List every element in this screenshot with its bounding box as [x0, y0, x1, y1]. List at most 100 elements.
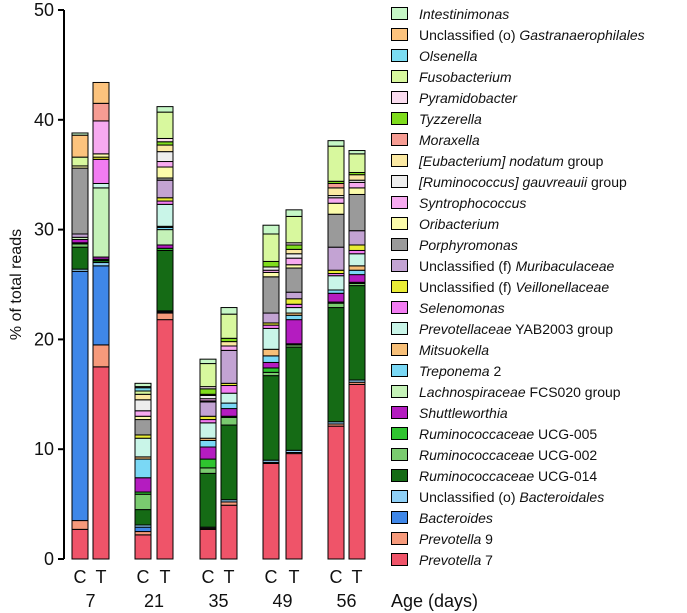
bar-segment [262, 327, 280, 350]
x-group-label: C [202, 567, 215, 587]
x-group-label: C [265, 567, 278, 587]
legend-label: Unclassified (o) Gastranaerophilales [419, 26, 645, 43]
legend-label: [Ruminococcus] gauvreauii group [419, 173, 627, 190]
legend-swatch [391, 553, 408, 566]
x-group-label: T [352, 567, 363, 587]
legend: Intestinimonas Unclassified (o) Gastranae… [391, 3, 645, 570]
legend-item: Unclassified (f) Veillonellaceae [391, 276, 645, 297]
bar-segment [220, 349, 238, 384]
legend-item: Syntrophococcus [391, 192, 645, 213]
x-group-label: C [330, 567, 343, 587]
bar-segment [71, 246, 89, 270]
legend-item: Intestinimonas [391, 3, 645, 24]
legend-item: Ruminococcaceae UCG-014 [391, 465, 645, 486]
x-age-label: 21 [144, 591, 164, 611]
y-tick-label: 40 [34, 110, 54, 130]
legend-item: [Eubacterium] nodatum group [391, 150, 645, 171]
bar-segment [220, 416, 238, 426]
legend-label: Ruminococcaceae UCG-002 [419, 446, 598, 463]
bar-segment [262, 348, 280, 357]
legend-swatch [391, 217, 408, 230]
y-tick-label: 10 [34, 439, 54, 459]
bar-segment [199, 401, 217, 417]
bar-segment [199, 422, 217, 439]
bar-segment [199, 388, 217, 395]
y-tick-label: 0 [44, 549, 54, 569]
bar-segment [348, 383, 366, 560]
bar-segment [285, 248, 303, 255]
legend-label: Intestinimonas [419, 5, 510, 22]
x-group-label: T [224, 567, 235, 587]
bar-segment [134, 419, 152, 436]
legend-label: Mitsuokella [419, 341, 490, 358]
bar-segment [71, 156, 89, 167]
bar-segment [348, 150, 366, 155]
legend-label: Prevotella 9 [419, 530, 493, 547]
bar-segment [348, 244, 366, 251]
bar-segment [134, 526, 152, 533]
bar-segment [327, 182, 345, 189]
bar-segment [327, 202, 345, 215]
y-tick-label: 30 [34, 220, 54, 240]
legend-swatch [391, 301, 408, 314]
legend-swatch [391, 469, 408, 482]
legend-swatch [391, 154, 408, 167]
bar-segment [348, 253, 366, 267]
bar-segment [71, 528, 89, 560]
legend-label: Fusobacterium [419, 68, 512, 85]
legend-label: Ruminococcaceae UCG-005 [419, 425, 598, 442]
bar-segment [285, 298, 303, 305]
bar-segment [348, 187, 366, 195]
bar-segment [71, 134, 89, 158]
bar-segment [327, 292, 345, 303]
bar-segment [92, 81, 110, 104]
bar-segment [262, 462, 280, 560]
legend-item: Fusobacterium [391, 66, 645, 87]
legend-label: Oribacterium [419, 215, 500, 232]
legend-label: Prevotella 7 [419, 551, 493, 568]
bar-segment [134, 393, 152, 401]
bar-segment [285, 215, 303, 244]
bar-segment [156, 111, 174, 139]
legend-label: Treponema 2 [419, 362, 502, 379]
legend-swatch [391, 259, 408, 272]
bar-segment [220, 408, 238, 417]
bar-segment [156, 161, 174, 168]
bar-segment [199, 458, 217, 469]
y-tick-label: 20 [34, 329, 54, 349]
x-group-label: C [137, 567, 150, 587]
bar-segment [327, 197, 345, 204]
bar-segment [92, 344, 110, 368]
bar-segment [134, 493, 152, 511]
bar-segment [134, 382, 152, 388]
bar-segment [220, 402, 238, 410]
legend-item: Treponema 2 [391, 360, 645, 381]
bar-segment [348, 193, 366, 232]
bar-segment [92, 120, 110, 155]
bar-segment [285, 257, 303, 266]
legend-swatch [391, 70, 408, 83]
bar-segment [220, 313, 238, 339]
x-group-label: T [96, 567, 107, 587]
bar-segment [134, 534, 152, 560]
bar-segment [285, 253, 303, 259]
x-axis-label: Age (days) [391, 591, 478, 611]
x-age-label: 35 [208, 591, 228, 611]
bar-segment [199, 472, 217, 528]
legend-label: Unclassified (f) Muribaculaceae [419, 257, 615, 274]
bar-segment [348, 285, 366, 381]
legend-item: Pyramidobacter [391, 87, 645, 108]
y-axis-label: % of total reads [8, 229, 25, 340]
bar-segment [156, 166, 174, 179]
bar-segment [327, 302, 345, 309]
bar-segment [134, 437, 152, 458]
bar-segment [262, 312, 280, 324]
x-group-label: T [289, 567, 300, 587]
bar-segment [156, 144, 174, 153]
bar-segment [327, 425, 345, 560]
bar-segment [262, 355, 280, 363]
bar-segment [285, 319, 303, 345]
bar-segment [220, 345, 238, 351]
legend-label: Porphyromonas [419, 236, 518, 253]
legend-swatch [391, 448, 408, 461]
